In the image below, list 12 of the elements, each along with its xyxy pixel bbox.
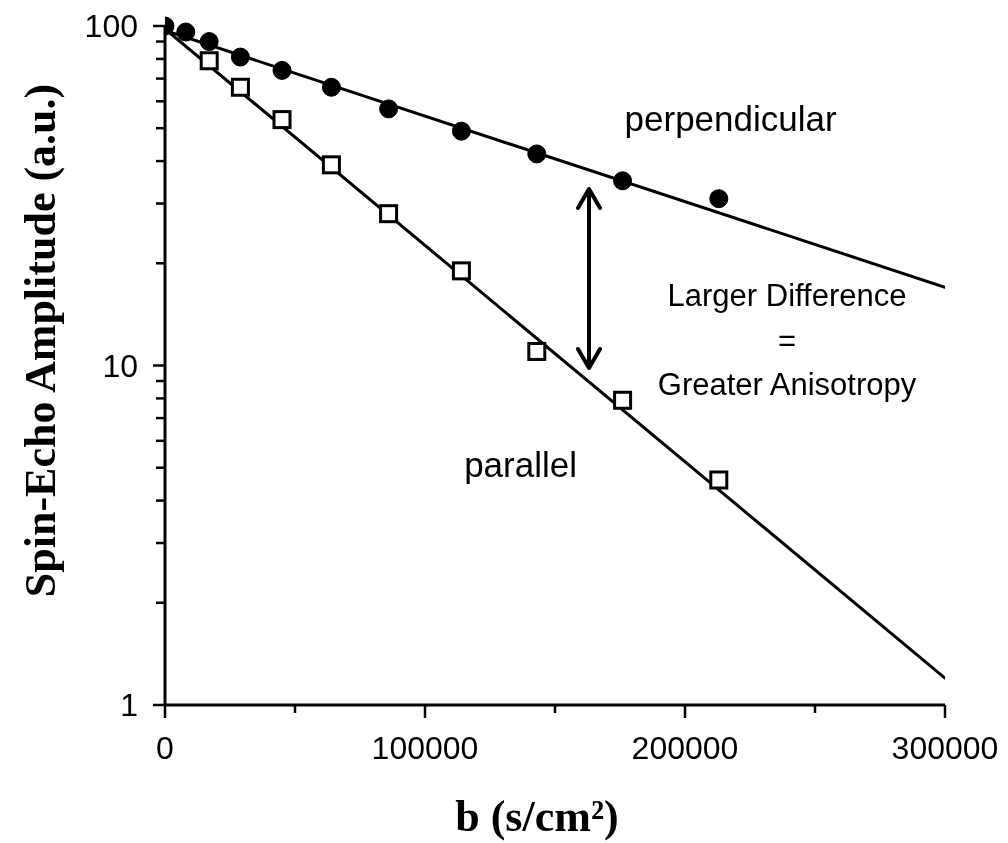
x-tick-label: 200000	[631, 730, 739, 766]
x-tick-label: 100000	[371, 730, 479, 766]
series-label: parallel	[464, 445, 578, 485]
annotation: Larger Difference = Greater Anisotropy	[657, 278, 917, 402]
x-tick-label: 0	[156, 730, 174, 766]
y-tick-label: 10	[102, 347, 138, 384]
y-tick-label: 1	[120, 687, 138, 723]
y-axis-title: Spin-Echo Amplitude (a.u.)	[16, 83, 65, 598]
x-axis-title: b (s/cm²)	[455, 792, 619, 841]
y-tick-label: 100	[84, 8, 138, 44]
series-label: perpendicular	[624, 98, 837, 138]
x-tick-label: 300000	[891, 730, 999, 766]
